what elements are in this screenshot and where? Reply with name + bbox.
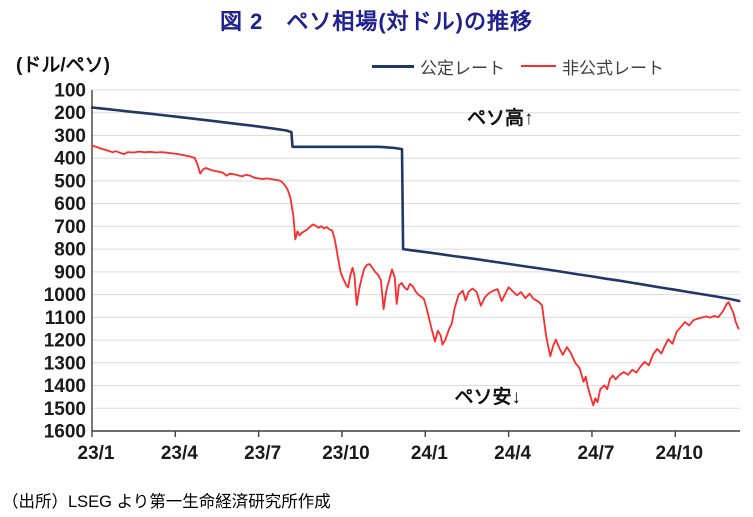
official-rate-line-swatch xyxy=(372,64,414,68)
y-tick-label: 1200 xyxy=(44,331,86,352)
official-rate-line xyxy=(90,106,741,303)
y-tick-label: 1100 xyxy=(45,308,86,329)
legend-item-unofficial: 非公式レート xyxy=(521,54,664,79)
y-tick-label: 200 xyxy=(54,103,86,124)
legend: 公定レート 非公式レート xyxy=(372,54,664,78)
y-tick-label: 1400 xyxy=(44,376,86,397)
y-tick-label: 700 xyxy=(54,217,86,238)
annotation-peso-strong: ペソ高↑ xyxy=(467,106,534,129)
x-tick-label: 24/10 xyxy=(656,443,704,464)
x-tick-label: 23/1 xyxy=(78,443,115,464)
y-tick-label: 1500 xyxy=(44,399,86,420)
unofficial-rate-line-swatch xyxy=(521,65,556,67)
legend-item-official: 公定レート xyxy=(372,54,505,79)
x-tick-label: 23/10 xyxy=(322,443,370,464)
chart-title: 図 2 ペソ相場(対ドル)の推移 xyxy=(219,9,533,34)
x-tick-label: 24/1 xyxy=(411,443,448,464)
legend-label-unofficial: 非公式レート xyxy=(562,58,664,78)
y-tick-label: 1600 xyxy=(44,422,86,443)
y-tick-label: 500 xyxy=(54,171,86,192)
y-tick-label: 100 xyxy=(54,81,86,102)
x-tick-label: 23/4 xyxy=(161,443,198,464)
y-tick-label: 600 xyxy=(54,194,86,215)
y-tick-label: 800 xyxy=(54,240,86,261)
annotation-peso-weak: ペソ安↓ xyxy=(455,385,522,408)
x-tick-label: 23/7 xyxy=(244,443,281,464)
x-tick-label: 24/7 xyxy=(577,443,614,464)
y-tick-label: 300 xyxy=(54,126,86,147)
y-axis-unit-label: (ドル/ペソ) xyxy=(16,55,110,76)
y-tick-label: 1000 xyxy=(44,285,86,306)
unofficial-rate-line xyxy=(91,144,740,407)
y-tick-label: 400 xyxy=(54,149,86,170)
y-tick-label: 1300 xyxy=(44,353,86,374)
x-tick-label: 24/4 xyxy=(494,443,531,464)
legend-label-official: 公定レート xyxy=(420,58,505,78)
source-note: （出所）LSEG より第一生命経済研究所作成 xyxy=(2,493,331,511)
y-tick-label: 900 xyxy=(54,262,86,283)
